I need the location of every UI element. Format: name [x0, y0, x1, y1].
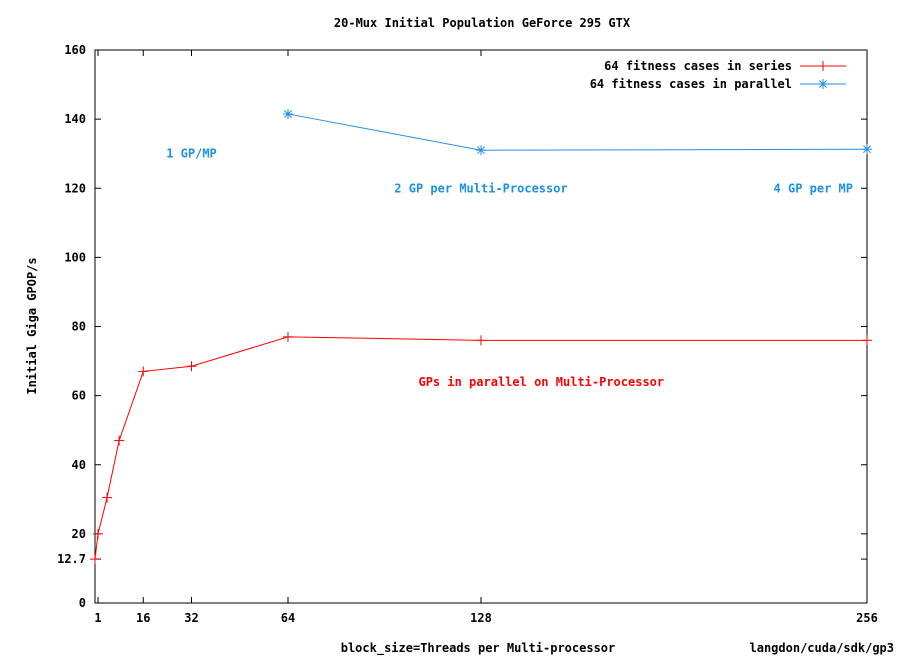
x-tick-label: 64: [281, 611, 295, 625]
plus-marker: [862, 335, 872, 346]
annotation-label: 1 GP/MP: [166, 147, 217, 161]
y-tick-label: 60: [72, 389, 86, 403]
chart-title: 20-Mux Initial Population GeForce 295 GT…: [334, 16, 631, 30]
star-marker: [283, 108, 293, 119]
star-marker: [476, 145, 486, 156]
legend-label: 64 fitness cases in series: [604, 59, 792, 73]
plus-marker: [476, 335, 486, 346]
y-tick-label: 80: [72, 320, 86, 334]
legend: 64 fitness cases in series 64 fitness cas…: [590, 59, 846, 91]
y-tick-label: 160: [64, 43, 86, 57]
series-1: [90, 331, 872, 565]
y-tick-label: 100: [64, 250, 86, 264]
plus-marker: [818, 61, 828, 71]
x-tick-label: 256: [856, 611, 878, 625]
star-marker: [818, 79, 828, 89]
series-line: [94, 336, 867, 560]
x-axis-label: block_size=Threads per Multi-processor: [341, 641, 616, 656]
series-line: [287, 113, 868, 151]
x-tick-label: 32: [184, 611, 198, 625]
y-tick-label: 12.7: [57, 552, 86, 566]
plus-marker: [114, 435, 125, 446]
plus-marker: [283, 331, 293, 342]
legend-label: 64 fitness cases in parallel: [590, 77, 792, 91]
plus-marker: [90, 554, 100, 565]
y-axis-label: Initial Giga GPOP/s: [25, 257, 39, 394]
x-tick-label: 128: [470, 611, 492, 625]
y-tick-label: 120: [64, 181, 86, 195]
plot-frame: [94, 49, 868, 604]
x-tick-label: 1: [94, 611, 101, 625]
credit-label: langdon/cuda/sdk/gp3: [750, 641, 895, 655]
plus-marker: [102, 492, 113, 503]
y-tick-label: 140: [64, 112, 86, 126]
annotation-label: 2 GP per Multi-Processor: [394, 181, 567, 195]
series-2: [283, 108, 872, 156]
y-tick-label: 0: [79, 596, 86, 610]
annotation-label: GPs in parallel on Multi-Processor: [418, 375, 664, 389]
y-tick-label: 40: [72, 458, 86, 472]
star-marker: [862, 144, 872, 155]
plus-marker: [93, 528, 104, 539]
annotation-label: 4 GP per MP: [774, 181, 853, 195]
plus-marker: [186, 361, 197, 372]
x-tick-label: 16: [136, 611, 150, 625]
y-tick-label: 20: [72, 527, 86, 541]
plus-marker: [138, 366, 149, 377]
